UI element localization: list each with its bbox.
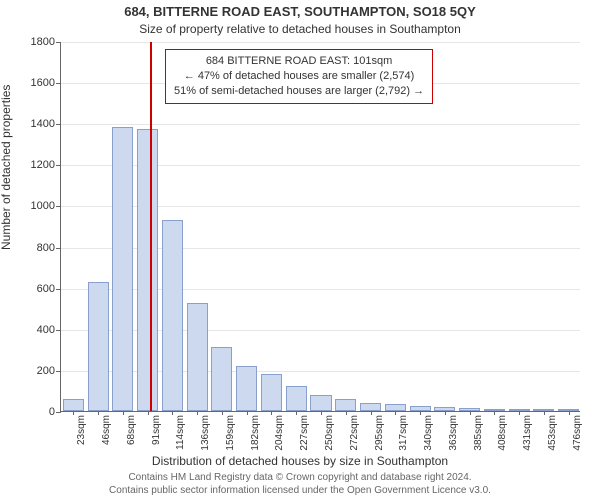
xtick-mark — [148, 411, 149, 415]
y-axis-label: Number of detached properties — [0, 85, 13, 250]
xtick-mark — [222, 411, 223, 415]
xtick-label: 453sqm — [547, 415, 558, 451]
xtick-label: 476sqm — [572, 415, 583, 451]
histogram-bar — [261, 374, 282, 411]
xtick-mark — [371, 411, 372, 415]
histogram-bar — [63, 399, 84, 411]
xtick-mark — [98, 411, 99, 415]
xtick-mark — [123, 411, 124, 415]
histogram-bar — [335, 399, 356, 411]
annotation-box: 684 BITTERNE ROAD EAST: 101sqm← 47% of d… — [165, 49, 433, 104]
plot-area: 02004006008001000120014001600180023sqm46… — [60, 42, 580, 412]
ytick-mark — [56, 330, 61, 331]
ytick-mark — [56, 248, 61, 249]
xtick-mark — [569, 411, 570, 415]
xtick-label: 340sqm — [423, 415, 434, 451]
chart-subtitle: Size of property relative to detached ho… — [0, 22, 600, 36]
histogram-bar — [187, 303, 208, 411]
xtick-mark — [519, 411, 520, 415]
histogram-bar — [310, 395, 331, 411]
gridline-h — [61, 124, 580, 125]
histogram-bar — [137, 129, 158, 411]
ytick-label: 1800 — [31, 36, 55, 48]
xtick-mark — [247, 411, 248, 415]
xtick-label: 272sqm — [349, 415, 360, 451]
xtick-label: 317sqm — [398, 415, 409, 451]
chart-footnote: Contains HM Land Registry data © Crown c… — [0, 472, 600, 497]
xtick-label: 431sqm — [522, 415, 533, 451]
xtick-label: 363sqm — [448, 415, 459, 451]
annotation-line-1: 684 BITTERNE ROAD EAST: 101sqm — [174, 54, 424, 69]
xtick-label: 204sqm — [274, 415, 285, 451]
xtick-mark — [420, 411, 421, 415]
ytick-label: 1600 — [31, 77, 55, 89]
ytick-mark — [56, 165, 61, 166]
histogram-bar — [88, 282, 109, 412]
histogram-bar — [162, 220, 183, 411]
histogram-bar — [286, 386, 307, 411]
xtick-mark — [494, 411, 495, 415]
histogram-bar — [112, 127, 133, 411]
xtick-label: 250sqm — [324, 415, 335, 451]
ytick-label: 800 — [37, 242, 55, 254]
xtick-mark — [172, 411, 173, 415]
xtick-mark — [73, 411, 74, 415]
xtick-label: 23sqm — [76, 415, 87, 445]
xtick-mark — [470, 411, 471, 415]
ytick-mark — [56, 42, 61, 43]
xtick-label: 91sqm — [151, 415, 162, 445]
ytick-mark — [56, 206, 61, 207]
xtick-label: 227sqm — [299, 415, 310, 451]
xtick-label: 136sqm — [200, 415, 211, 451]
xtick-label: 114sqm — [175, 415, 186, 450]
ytick-mark — [56, 83, 61, 84]
xtick-mark — [544, 411, 545, 415]
ytick-mark — [56, 289, 61, 290]
ytick-label: 400 — [37, 324, 55, 336]
histogram-bar — [236, 366, 257, 411]
annotation-line-3: 51% of semi-detached houses are larger (… — [174, 84, 424, 99]
xtick-label: 182sqm — [250, 415, 261, 451]
xtick-label: 295sqm — [374, 415, 385, 451]
xtick-mark — [321, 411, 322, 415]
xtick-label: 159sqm — [225, 415, 236, 451]
xtick-mark — [445, 411, 446, 415]
ytick-label: 1400 — [31, 118, 55, 130]
property-marker-line — [150, 42, 152, 411]
xtick-label: 46sqm — [101, 415, 112, 445]
xtick-label: 68sqm — [126, 415, 137, 445]
footnote-line-2: Contains public sector information licen… — [109, 485, 491, 496]
xtick-mark — [197, 411, 198, 415]
annotation-line-2: ← 47% of detached houses are smaller (2,… — [174, 69, 424, 84]
histogram-bar — [360, 403, 381, 411]
chart-container: { "title": "684, BITTERNE ROAD EAST, SOU… — [0, 0, 600, 500]
ytick-mark — [56, 371, 61, 372]
xtick-mark — [346, 411, 347, 415]
ytick-mark — [56, 124, 61, 125]
ytick-label: 600 — [37, 283, 55, 295]
ytick-label: 1000 — [31, 200, 55, 212]
xtick-mark — [271, 411, 272, 415]
x-axis-label: Distribution of detached houses by size … — [0, 454, 600, 468]
gridline-h — [61, 42, 580, 43]
ytick-label: 1200 — [31, 159, 55, 171]
ytick-label: 0 — [49, 406, 55, 418]
histogram-bar — [211, 347, 232, 411]
xtick-label: 408sqm — [497, 415, 508, 451]
chart-title: 684, BITTERNE ROAD EAST, SOUTHAMPTON, SO… — [0, 4, 600, 19]
footnote-line-1: Contains HM Land Registry data © Crown c… — [128, 472, 471, 483]
xtick-mark — [395, 411, 396, 415]
ytick-label: 200 — [37, 365, 55, 377]
ytick-mark — [56, 412, 61, 413]
histogram-bar — [385, 404, 406, 411]
xtick-mark — [296, 411, 297, 415]
xtick-label: 385sqm — [473, 415, 484, 451]
